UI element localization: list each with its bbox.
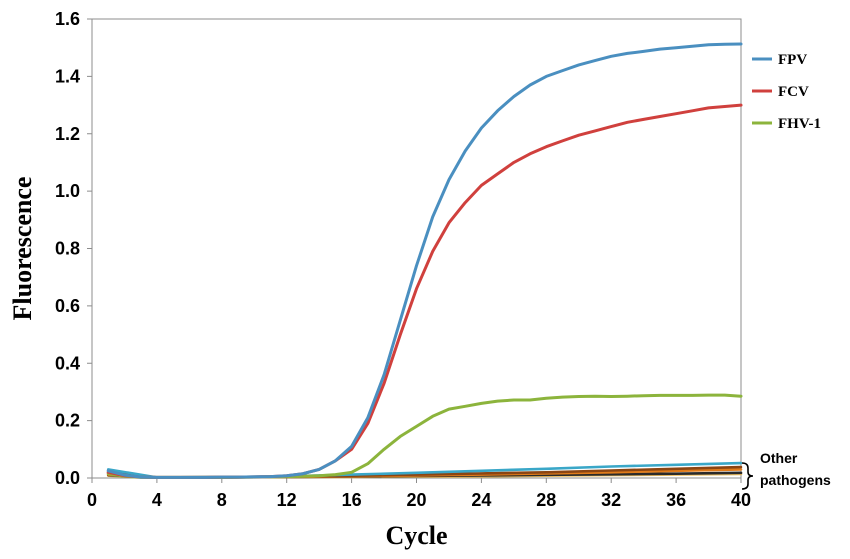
y-tick-label: 0.8 — [55, 239, 80, 259]
plot-area — [91, 18, 742, 479]
annotation-line-2: pathogens — [760, 472, 831, 488]
x-tick-label: 40 — [731, 490, 751, 510]
x-tick-label: 8 — [217, 490, 227, 510]
y-tick-label: 0.0 — [55, 468, 80, 488]
other-pathogens-annotation: Other pathogens — [741, 450, 831, 490]
annotation-line-1: Other — [760, 450, 798, 466]
legend-label: FHV-1 — [778, 116, 821, 132]
x-tick-label: 16 — [342, 490, 362, 510]
y-axis-ticks: 0.0 0.2 0.4 0.6 0.8 1.0 1.2 1.4 1.6 — [55, 9, 92, 488]
x-axis-title: Cycle — [385, 521, 447, 550]
x-tick-label: 24 — [471, 490, 491, 510]
y-tick-label: 1.6 — [55, 9, 80, 29]
series-line-fpv — [106, 42, 743, 479]
x-tick-label: 20 — [406, 490, 426, 510]
y-tick-label: 1.2 — [55, 124, 80, 144]
y-tick-label: 1.4 — [55, 66, 80, 86]
brace-icon — [741, 462, 754, 490]
y-tick-label: 0.2 — [55, 411, 80, 431]
legend-label: FCV — [778, 84, 809, 100]
y-tick-label: 0.4 — [55, 353, 80, 373]
x-tick-label: 36 — [666, 490, 686, 510]
y-tick-label: 1.0 — [55, 181, 80, 201]
x-tick-label: 0 — [87, 490, 97, 510]
x-tick-label: 12 — [277, 490, 297, 510]
series-lines — [106, 42, 743, 479]
x-tick-label: 32 — [601, 490, 621, 510]
x-tick-label: 28 — [536, 490, 556, 510]
y-axis-title: Fluorescence — [8, 177, 37, 321]
x-tick-label: 4 — [152, 490, 162, 510]
legend: FPV FCV FHV-1 — [752, 52, 821, 132]
legend-label: FPV — [778, 52, 807, 68]
x-axis-ticks: 0 4 8 12 16 20 24 28 32 36 40 — [87, 478, 751, 510]
y-tick-label: 0.6 — [55, 296, 80, 316]
